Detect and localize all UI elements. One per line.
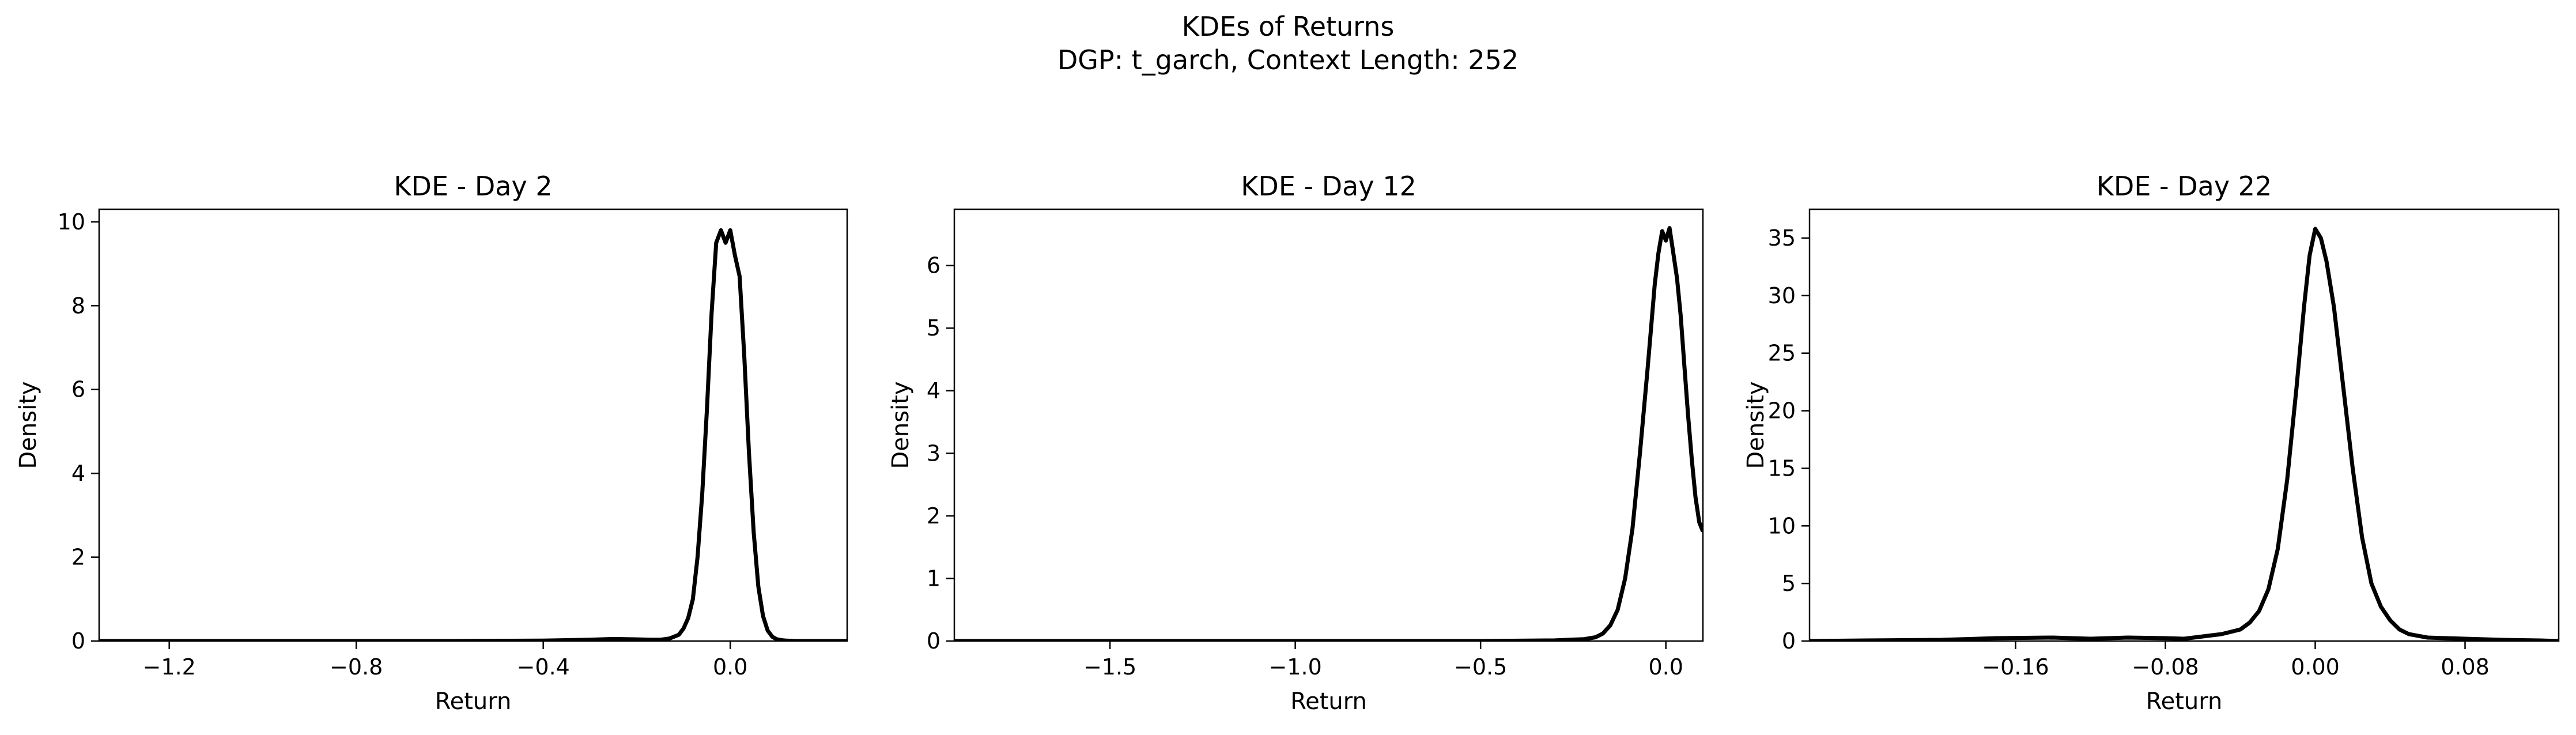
y-axis-label: Density (887, 381, 914, 469)
panel-title: KDE - Day 12 (1241, 171, 1416, 202)
x-axis-label: Return (2146, 688, 2223, 715)
x-tick-label: −0.08 (2132, 654, 2199, 680)
chart-panel-3: KDE - Day 22 −0.16 −0.08 0.00 0.08 0 5 10 15 20 25… (1743, 171, 2560, 715)
y-tick-label: 6 (927, 253, 940, 278)
x-axis-label: Return (435, 688, 512, 715)
y-tick-label: 20 (1768, 398, 1796, 424)
y-tick-label: 0 (71, 628, 85, 654)
kde-line-1 (954, 226, 1703, 641)
axes-frame (1808, 208, 2560, 642)
y-tick-label: 0 (1782, 628, 1796, 654)
panel-title: KDE - Day 22 (2097, 171, 2272, 202)
y-tick-label: 30 (1768, 283, 1796, 308)
y-tick-label: 2 (71, 545, 85, 570)
panel-title: KDE - Day 2 (394, 171, 552, 202)
x-tick-label: −0.5 (1454, 654, 1507, 680)
figure-title-line1: KDEs of Returns (1182, 11, 1395, 42)
y-tick-label: 10 (1768, 513, 1796, 538)
kde-line-1 (99, 228, 847, 641)
x-tick-label: 0.0 (713, 654, 747, 680)
y-tick-label: 5 (927, 315, 940, 341)
y-tick-label: 4 (927, 378, 940, 404)
y-tick-label: 5 (1782, 571, 1796, 596)
y-tick-label: 2 (927, 503, 940, 529)
y-axis-label: Density (15, 381, 41, 469)
axes-frame (98, 208, 848, 642)
y-tick-label: 6 (71, 377, 85, 402)
panels: KDE - Day 2−1.2 −0.8 −0.4 0.00246810ReturnD… (15, 171, 2560, 715)
x-tick-label: 0.0 (1648, 654, 1683, 680)
x-tick-label: −1.2 (143, 654, 196, 680)
x-tick-label: −0.8 (330, 654, 383, 680)
x-tick-label: 0.08 (2441, 654, 2490, 680)
chart-panel-1: KDE - Day 2 −1.2 −0.8 −0.4 0.0 0 2 4 6 8 10 Return D… (15, 171, 848, 715)
x-axis-label: Return (1290, 688, 1367, 715)
figure-title-line2: DGP: t_garch, Context Length: 252 (1057, 44, 1519, 76)
kde-line-1 (1810, 227, 2559, 641)
x-tick-label: 0.00 (2291, 654, 2340, 680)
y-tick-label: 25 (1768, 341, 1796, 366)
y-tick-label: 3 (927, 440, 940, 466)
y-tick-label: 4 (71, 461, 85, 486)
x-tick-label: −1.5 (1083, 654, 1136, 680)
x-tick-label: −0.4 (517, 654, 570, 680)
y-tick-label: 8 (71, 293, 85, 318)
y-tick-label: 10 (58, 209, 85, 235)
x-tick-label: −1.0 (1268, 654, 1321, 680)
axes-frame (953, 208, 1704, 642)
chart-panel-2: KDE - Day 12 −1.5 −1.0 −0.5 0.0 0 1 2 3 4 5 6 Return… (887, 171, 1704, 715)
x-tick-label: −0.16 (1982, 654, 2049, 680)
y-tick-label: 0 (927, 628, 940, 654)
y-tick-label: 15 (1768, 455, 1796, 481)
y-tick-label: 35 (1768, 225, 1796, 251)
y-axis-label: Density (1743, 381, 1769, 469)
y-tick-label: 1 (927, 566, 940, 591)
